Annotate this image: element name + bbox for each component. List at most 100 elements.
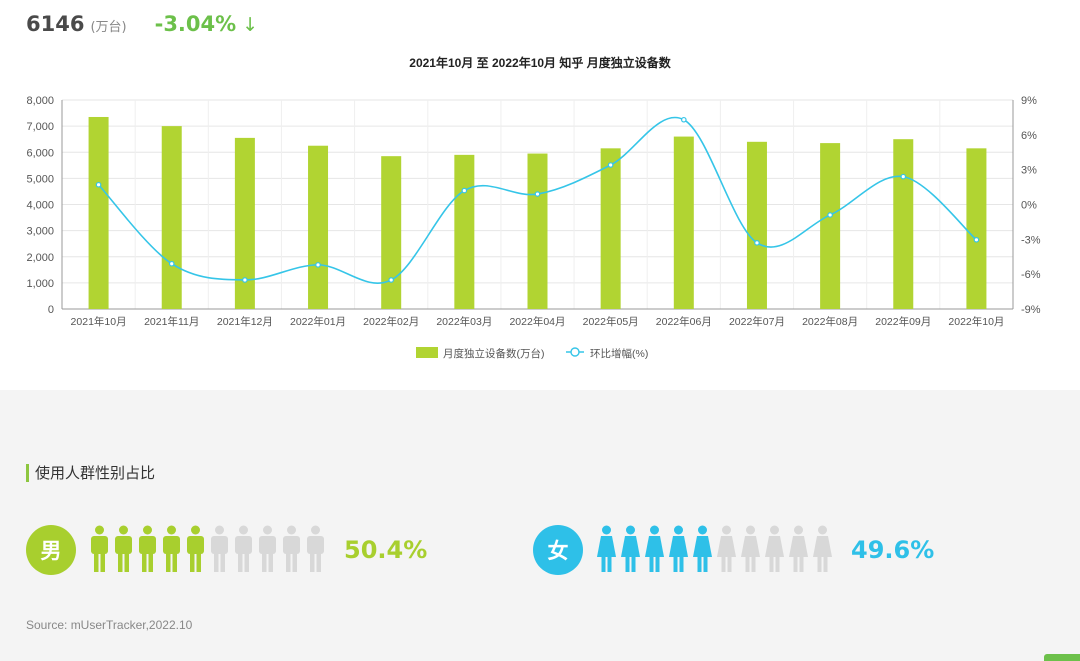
male-person-icon bbox=[114, 525, 133, 576]
x-tick-label: 2022年09月 bbox=[875, 315, 931, 328]
male-icon-row bbox=[90, 525, 330, 576]
x-tick-label: 2022年04月 bbox=[509, 315, 565, 328]
growth-point-2022年04月 bbox=[534, 191, 541, 197]
growth-point-2022年06月 bbox=[681, 116, 687, 123]
bar-2022年04月 bbox=[527, 153, 548, 309]
x-tick-label: 2022年03月 bbox=[436, 315, 492, 328]
x-tick-label: 2022年01月 bbox=[290, 315, 346, 328]
bar-2022年07月 bbox=[746, 141, 767, 309]
bar-2022年01月 bbox=[308, 145, 329, 309]
growth-point-2022年08月 bbox=[827, 212, 833, 218]
x-tick-label: 2022年10月 bbox=[948, 315, 1004, 328]
y-right-tick-label: -9% bbox=[1021, 304, 1041, 316]
chart-title: 2021年10月 至 2022年10月 知乎 月度独立设备数 bbox=[409, 55, 671, 70]
male-person-icon bbox=[258, 525, 277, 576]
y-right-tick-label: -3% bbox=[1021, 234, 1041, 246]
y-left-tick-label: 8,000 bbox=[26, 95, 54, 107]
bar-2022年08月 bbox=[820, 143, 841, 309]
y-right-tick-label: 3% bbox=[1021, 165, 1037, 177]
x-tick-label: 2022年05月 bbox=[583, 315, 639, 328]
x-tick-label: 2022年06月 bbox=[656, 315, 712, 328]
female-person-icon bbox=[693, 525, 712, 576]
female-row: 女 49.6% bbox=[533, 524, 934, 576]
section-title-text: 使用人群性别占比 bbox=[35, 464, 156, 482]
growth-point-2022年02月 bbox=[388, 277, 394, 283]
female-badge: 女 bbox=[533, 525, 583, 575]
bar-2022年05月 bbox=[600, 148, 621, 309]
bar-2022年02月 bbox=[381, 156, 402, 309]
headline-change: -3.04% bbox=[154, 12, 237, 36]
y-right-tick-label: 6% bbox=[1021, 130, 1037, 142]
male-person-icon bbox=[186, 525, 205, 576]
down-arrow-icon: ↓ bbox=[242, 14, 259, 36]
growth-point-2022年05月 bbox=[607, 162, 614, 168]
male-percent: 50.4% bbox=[344, 536, 428, 564]
y-right-tick-label: 9% bbox=[1021, 95, 1037, 107]
x-tick-label: 2022年02月 bbox=[363, 315, 419, 328]
bar-2021年12月 bbox=[234, 137, 255, 309]
growth-point-2021年11月 bbox=[168, 260, 175, 267]
source-note: Source: mUserTracker,2022.10 bbox=[26, 618, 193, 632]
legend-line-marker bbox=[570, 347, 580, 357]
section-accent-bar bbox=[26, 463, 29, 482]
female-person-icon bbox=[813, 525, 832, 576]
legend-bar-swatch bbox=[416, 347, 438, 358]
female-person-icon bbox=[741, 525, 760, 576]
section-title: 使用人群性别占比 bbox=[26, 462, 155, 483]
y-left-tick-label: 4,000 bbox=[26, 200, 54, 212]
female-person-icon bbox=[669, 525, 688, 576]
gender-panel bbox=[0, 390, 1080, 661]
male-person-icon bbox=[138, 525, 157, 576]
bar-2021年11月 bbox=[161, 126, 182, 309]
y-left-tick-label: 0 bbox=[48, 304, 54, 316]
y-left-tick-label: 5,000 bbox=[26, 173, 54, 185]
y-left-tick-label: 2,000 bbox=[26, 252, 54, 264]
male-row: 男 50.4% bbox=[26, 524, 427, 576]
female-icon-row bbox=[597, 525, 837, 576]
male-person-icon bbox=[306, 525, 325, 576]
male-person-icon bbox=[162, 525, 181, 576]
y-right-tick-label: 0% bbox=[1021, 200, 1037, 212]
male-person-icon bbox=[282, 525, 301, 576]
device-chart: 2021年10月 至 2022年10月 知乎 月度独立设备数 0 1,000 2,00… bbox=[26, 55, 1041, 360]
female-person-icon bbox=[621, 525, 640, 576]
x-tick-label: 2021年12月 bbox=[217, 315, 273, 328]
bar-2021年10月 bbox=[88, 116, 109, 309]
scroll-top-tab[interactable] bbox=[1044, 654, 1080, 661]
female-person-icon bbox=[789, 525, 808, 576]
y-left-tick-label: 7,000 bbox=[26, 121, 54, 133]
female-person-icon bbox=[597, 525, 616, 576]
bar-2022年06月 bbox=[673, 136, 694, 309]
female-percent: 49.6% bbox=[851, 536, 935, 564]
x-tick-label: 2021年10月 bbox=[71, 315, 127, 328]
bar-2022年03月 bbox=[454, 154, 475, 309]
headline-unit: (万台) bbox=[90, 20, 127, 35]
male-person-icon bbox=[234, 525, 253, 576]
legend-line-label: 环比增幅(%) bbox=[590, 347, 648, 360]
growth-point-2021年10月 bbox=[95, 181, 102, 188]
x-tick-label: 2021年11月 bbox=[144, 315, 199, 328]
x-tick-label: 2022年07月 bbox=[729, 315, 785, 328]
male-person-icon bbox=[90, 525, 109, 576]
growth-point-2022年03月 bbox=[461, 187, 468, 194]
growth-point-2022年09月 bbox=[900, 173, 907, 180]
male-person-icon bbox=[210, 525, 229, 576]
female-person-icon bbox=[717, 525, 736, 576]
y-left-tick-label: 1,000 bbox=[26, 278, 54, 290]
headline: 6146 (万台) -3.04% ↓ bbox=[26, 12, 258, 36]
growth-point-2022年10月 bbox=[973, 236, 980, 243]
male-badge: 男 bbox=[26, 525, 76, 575]
legend-bar-label: 月度独立设备数(万台) bbox=[443, 347, 545, 360]
female-person-icon bbox=[645, 525, 664, 576]
growth-point-2021年12月 bbox=[242, 277, 248, 283]
bar-2022年09月 bbox=[893, 139, 914, 309]
x-tick-label: 2022年08月 bbox=[802, 315, 858, 328]
y-left-tick-label: 6,000 bbox=[26, 147, 54, 159]
female-person-icon bbox=[765, 525, 784, 576]
growth-point-2022年07月 bbox=[754, 240, 760, 246]
bar-2022年10月 bbox=[966, 148, 987, 309]
growth-point-2022年01月 bbox=[315, 262, 321, 268]
y-right-tick-label: -6% bbox=[1021, 269, 1041, 281]
headline-value: 6146 bbox=[26, 12, 85, 36]
y-left-tick-label: 3,000 bbox=[26, 226, 54, 238]
